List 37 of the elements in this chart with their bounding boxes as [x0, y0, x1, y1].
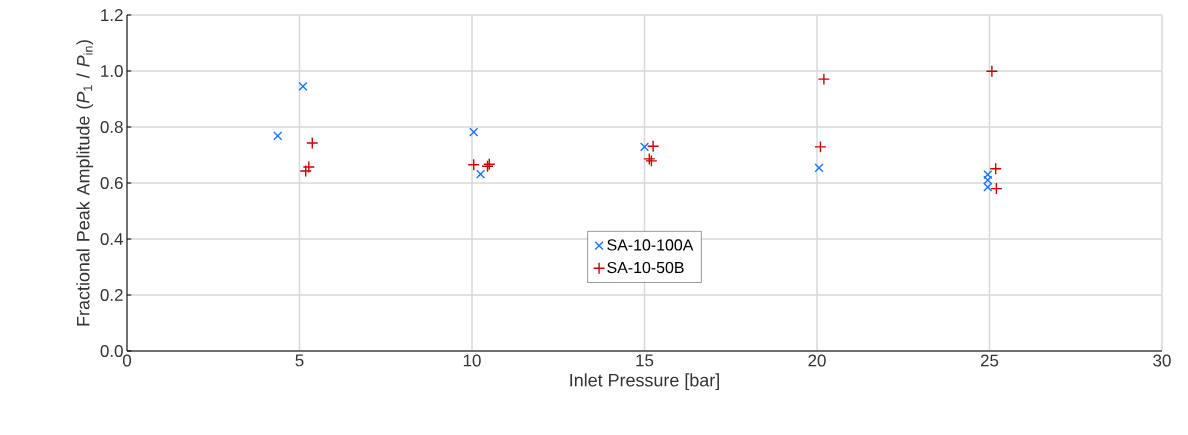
point [814, 163, 824, 173]
point [983, 182, 993, 192]
x-axis-title: Inlet Pressure [bar] [570, 373, 719, 391]
point [298, 81, 308, 91]
point [990, 182, 1003, 195]
y-tick-label: 1.2 [101, 9, 123, 21]
point [273, 131, 283, 141]
point [302, 160, 315, 174]
x-tick-label: 25 [980, 354, 999, 367]
point [476, 169, 486, 179]
point [983, 170, 993, 180]
x-tick-label: 30 [1153, 354, 1171, 367]
x-tick-label: 0 [122, 354, 132, 367]
point [817, 72, 831, 86]
y-tick-label: 0.2 [100, 289, 123, 301]
point [814, 140, 827, 154]
x-tick-label: 20 [808, 354, 826, 367]
point [639, 142, 650, 152]
point [989, 162, 1002, 175]
x-tick-label: 5 [295, 354, 304, 367]
y-tick-label: 1.0 [101, 65, 123, 77]
point [985, 65, 999, 78]
point [469, 127, 479, 137]
y-tick-label: 0.4 [100, 233, 123, 245]
x-tick-label: 10 [463, 354, 481, 367]
point [299, 164, 312, 178]
y-tick-label: 0.0 [100, 345, 123, 357]
y-tick-label: 0.8 [100, 121, 123, 133]
point [983, 175, 993, 185]
point [306, 136, 319, 150]
point [646, 140, 660, 153]
x-tick-label: 15 [636, 354, 654, 367]
y-tick-label: 0.6 [100, 177, 123, 189]
point [467, 158, 480, 171]
legend-label: SA-10-100A [607, 239, 694, 251]
y-axis-title: Fractional Peak Amplitude (P$_{1}$ / P$_{in}$) [76, 40, 94, 326]
legend-label: SA-10-50B [607, 261, 684, 274]
